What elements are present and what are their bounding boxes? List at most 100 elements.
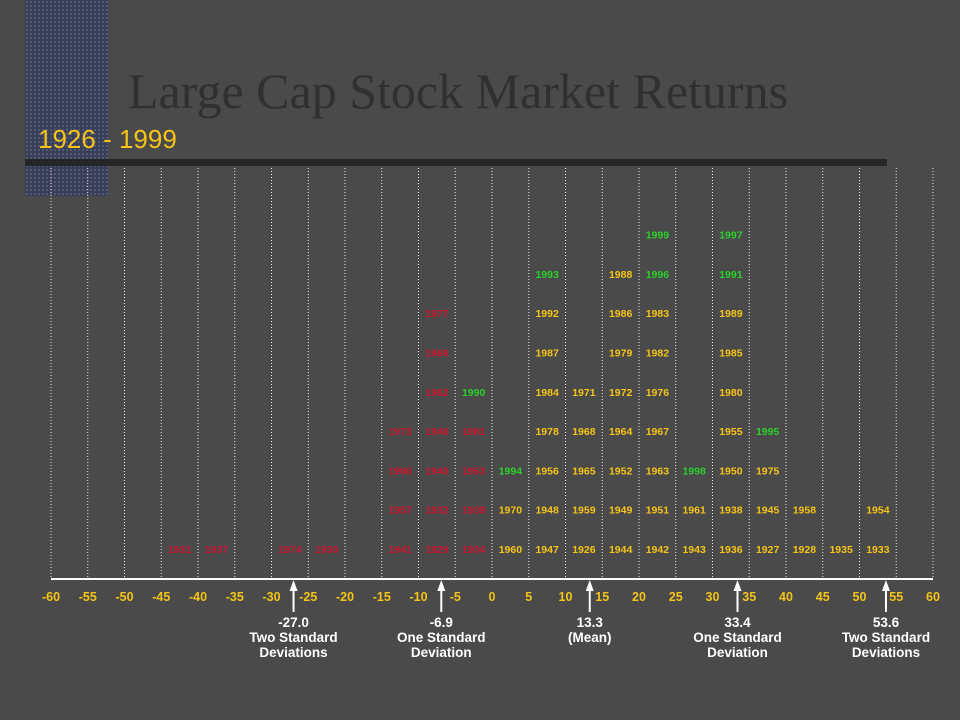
- year-label: 1927: [756, 544, 780, 556]
- x-tick-label: -30: [262, 590, 280, 604]
- year-label: 1962: [425, 387, 449, 399]
- x-tick-label: -25: [299, 590, 317, 604]
- year-label: 1965: [572, 465, 596, 477]
- year-label: 1954: [866, 505, 890, 517]
- year-label: 1996: [646, 269, 670, 281]
- year-label: 1948: [535, 505, 559, 517]
- year-label: 1963: [646, 465, 670, 477]
- deviation-annotation: 53.6 Two Standard Deviations: [806, 615, 960, 660]
- year-label: 1926: [572, 544, 596, 556]
- year-label: 1984: [535, 387, 559, 399]
- year-label: 1974: [278, 544, 302, 556]
- x-tick-label: -60: [42, 590, 60, 604]
- x-tick-label: -15: [373, 590, 391, 604]
- year-label: 1951: [646, 505, 670, 517]
- year-label: 1938: [719, 505, 743, 517]
- year-label: 1990: [462, 387, 486, 399]
- year-label: 1934: [462, 544, 486, 556]
- year-label: 1961: [682, 505, 706, 517]
- deviation-annotation: 33.4 One Standard Deviation: [657, 615, 817, 660]
- year-label: 1966: [388, 465, 412, 477]
- annotation-value: 53.6: [872, 615, 900, 630]
- annotation-value: 13.3: [576, 615, 603, 630]
- year-label: 1995: [756, 426, 780, 438]
- year-label: 1952: [609, 465, 633, 477]
- year-label: 1935: [829, 544, 853, 556]
- year-label: 1967: [646, 426, 670, 438]
- year-label: 1969: [425, 348, 449, 360]
- year-label: 1992: [535, 308, 559, 320]
- year-label: 1945: [756, 505, 780, 517]
- year-label: 1982: [646, 348, 670, 360]
- x-tick-label: 20: [632, 590, 646, 604]
- year-label: 1975: [756, 465, 780, 477]
- year-label: 1964: [609, 426, 633, 438]
- chart-title: Large Cap Stock Market Returns: [128, 63, 789, 119]
- year-label: 1947: [535, 544, 559, 556]
- year-label: 1970: [499, 505, 523, 517]
- annotation-arrow-head: [437, 580, 446, 591]
- title-divider: [25, 159, 887, 166]
- year-label: 1956: [535, 465, 559, 477]
- x-tick-label: 40: [779, 590, 793, 604]
- year-label: 1946: [425, 426, 449, 438]
- annotation-label: Two Standard: [249, 630, 338, 645]
- year-label: 1980: [719, 387, 743, 399]
- year-label: 1936: [719, 544, 743, 556]
- chart-subtitle: 1926 - 1999: [38, 124, 177, 154]
- x-tick-label: 60: [926, 590, 940, 604]
- year-label: 1977: [425, 308, 449, 320]
- year-label: 1957: [388, 505, 412, 517]
- annotation-label: One Standard: [397, 630, 486, 645]
- x-tick-label: 0: [489, 590, 496, 604]
- x-tick-label: 55: [889, 590, 903, 604]
- deviation-annotation: -27.0 Two Standard Deviations: [214, 615, 374, 660]
- annotation-label: One Standard: [693, 630, 782, 645]
- year-label: 1973: [388, 426, 412, 438]
- year-label: 1994: [499, 465, 523, 477]
- year-label: 1929: [425, 544, 449, 556]
- year-label: 1991: [719, 269, 743, 281]
- year-label: 1959: [572, 505, 596, 517]
- x-tick-label: -35: [226, 590, 244, 604]
- x-tick-label: -5: [450, 590, 461, 604]
- year-label: 1989: [719, 308, 743, 320]
- year-label: 1937: [205, 544, 229, 556]
- x-tick-label: 5: [525, 590, 532, 604]
- x-tick-label: -20: [336, 590, 354, 604]
- year-label: 1942: [646, 544, 670, 556]
- annotation-value: -27.0: [278, 615, 309, 630]
- year-label: 1988: [609, 269, 633, 281]
- year-label: 1955: [719, 426, 743, 438]
- year-label: 1985: [719, 348, 743, 360]
- annotation-label: Deviations: [851, 645, 921, 660]
- x-tick-label: 10: [559, 590, 573, 604]
- year-label: 1940: [425, 465, 449, 477]
- annotation-arrow-head: [733, 580, 742, 591]
- year-label: 1999: [646, 230, 670, 242]
- year-label: 1950: [719, 465, 743, 477]
- year-label: 1972: [609, 387, 633, 399]
- year-label: 1953: [462, 465, 486, 477]
- year-label: 1971: [572, 387, 596, 399]
- annotation-label: Two Standard: [841, 630, 931, 645]
- year-label: 1939: [462, 505, 486, 517]
- deviation-annotation: -6.9 One Standard Deviation: [361, 615, 521, 660]
- annotation-arrow-head: [585, 580, 594, 591]
- year-label: 1932: [425, 505, 449, 517]
- annotation-label: Deviation: [707, 645, 768, 660]
- year-label: 1979: [609, 348, 633, 360]
- year-label: 1930: [315, 544, 339, 556]
- year-label: 1958: [793, 505, 817, 517]
- year-label: 1943: [682, 544, 706, 556]
- year-label: 1949: [609, 505, 633, 517]
- annotation-label: Deviations: [259, 645, 328, 660]
- annotation-arrow-head: [289, 580, 298, 591]
- annotation-label: Deviation: [410, 645, 472, 660]
- deviation-annotation: 13.3 (Mean): [510, 615, 670, 645]
- year-label: 1981: [462, 426, 486, 438]
- year-label: 1993: [535, 269, 559, 281]
- year-label: 1983: [646, 308, 670, 320]
- year-label: 1968: [572, 426, 596, 438]
